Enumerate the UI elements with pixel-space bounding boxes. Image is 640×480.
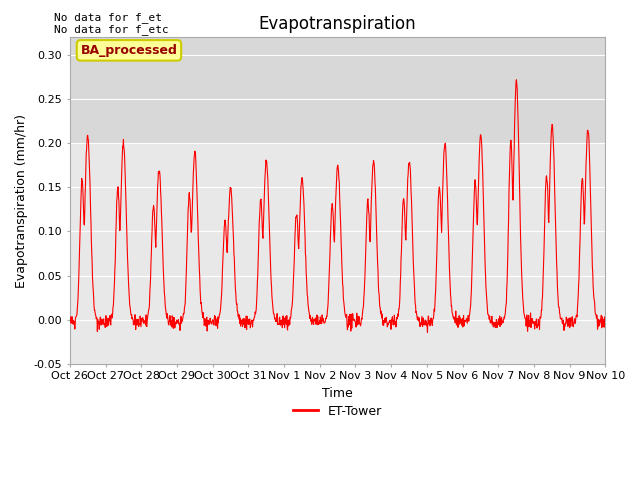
Text: No data for f_et: No data for f_et (54, 12, 163, 23)
Y-axis label: Evapotranspiration (mm/hr): Evapotranspiration (mm/hr) (15, 114, 28, 288)
Bar (70, 37, 605, 143)
Text: No data for f_etc: No data for f_etc (54, 24, 169, 35)
Text: BA_processed: BA_processed (81, 44, 177, 57)
Legend: ET-Tower: ET-Tower (288, 400, 387, 423)
Title: Evapotranspiration: Evapotranspiration (259, 15, 417, 33)
X-axis label: Time: Time (322, 387, 353, 400)
